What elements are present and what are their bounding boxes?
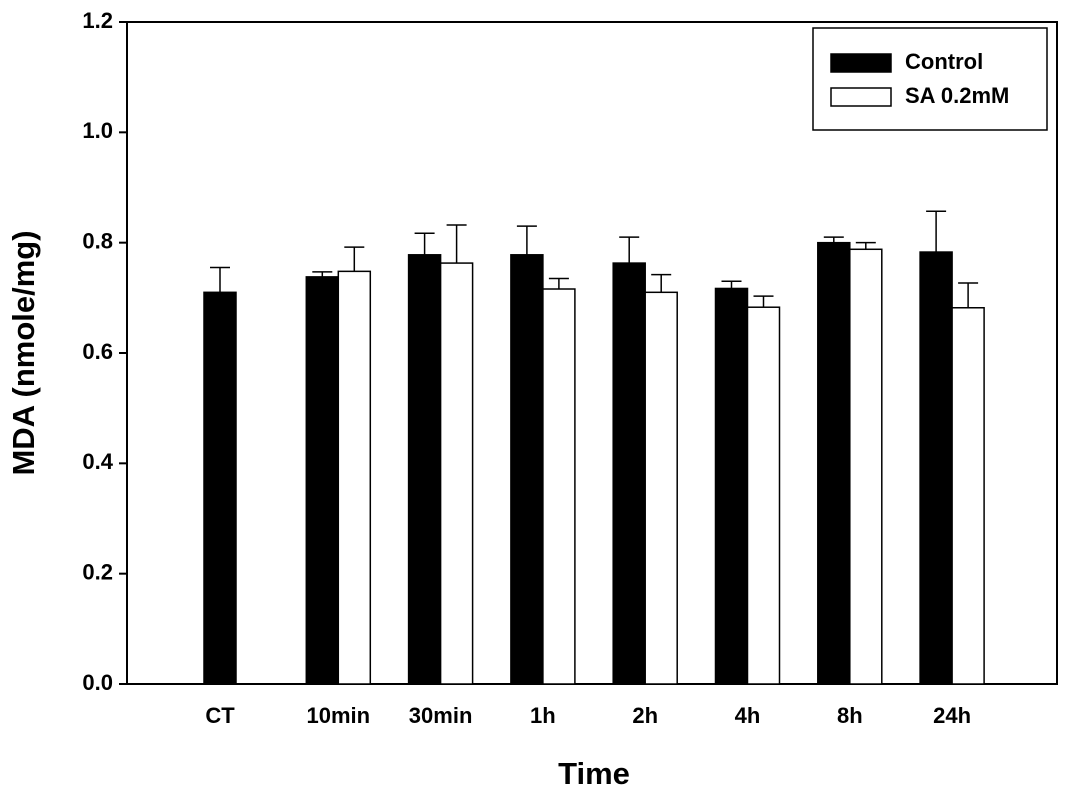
bar [337,270,372,685]
bar [817,241,851,685]
x-axis-label: Time [558,756,630,791]
y-tick-label: 1.0 [82,118,113,143]
y-tick-label: 0.2 [82,559,113,584]
bar [746,306,781,685]
legend-box [812,27,1048,131]
x-tick-label: 8h [837,703,863,728]
bar [951,307,985,685]
x-tick-label: 1h [530,703,556,728]
y-axis-label: MDA (nmole/mg) [6,230,41,475]
bar [439,262,474,685]
x-tick-label: 4h [735,703,761,728]
x-tick-label: 2h [632,703,658,728]
bar [612,262,646,685]
bar [510,254,544,685]
bar [305,276,340,685]
x-tick-label: CT [205,703,235,728]
x-tick-label: 10min [307,703,371,728]
y-tick-label: 0.4 [82,449,113,474]
legend-label: SA 0.2mM [905,83,1009,108]
bar [644,291,678,685]
legend-swatch [830,87,892,107]
x-tick-label: 30min [409,703,473,728]
bar [714,287,749,685]
x-tick-label: 24h [933,703,971,728]
legend-label: Control [905,49,983,74]
bar [203,291,237,685]
bar [919,251,953,685]
y-tick-label: 1.2 [82,8,113,33]
y-tick-label: 0.0 [82,670,113,695]
bar [849,248,883,685]
bar [542,288,576,685]
y-tick-label: 0.8 [82,228,113,253]
bar [407,254,442,685]
legend-swatch [830,53,892,73]
y-tick-label: 0.6 [82,339,113,364]
